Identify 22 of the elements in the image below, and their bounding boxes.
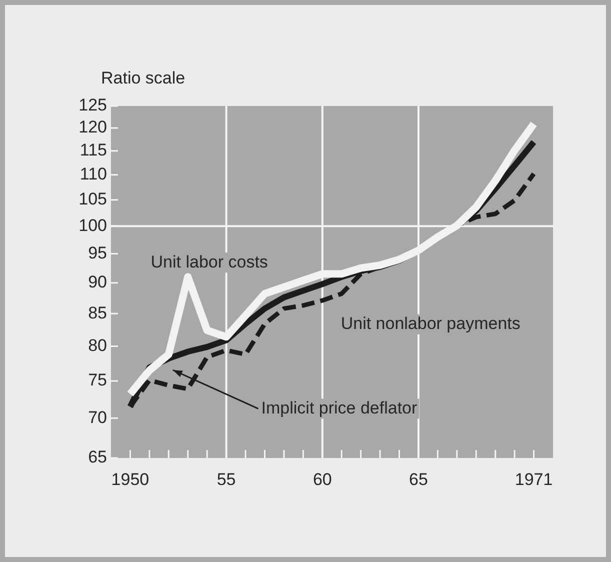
series-label: Unit labor costs xyxy=(150,252,268,272)
y-tick-label: 115 xyxy=(80,140,107,160)
y-tick-label: 100 xyxy=(78,216,107,235)
y-tick-label: 85 xyxy=(88,303,107,322)
y-tick-label: 95 xyxy=(88,243,107,262)
y-tick-label: 125 xyxy=(78,96,107,115)
y-tick-label: 65 xyxy=(88,448,107,467)
x-tick-label: 65 xyxy=(409,470,428,489)
y-axis-title: Ratio scale xyxy=(101,68,186,88)
y-tick-label: 80 xyxy=(88,336,107,355)
y-tick-label: 110 xyxy=(80,164,107,184)
y-tick-label: 75 xyxy=(88,370,107,390)
y-tick-label: 120 xyxy=(78,118,107,137)
x-tick-label: 55 xyxy=(216,470,236,489)
x-tick-label: 1971 xyxy=(514,470,553,489)
x-tick-label: 60 xyxy=(312,470,332,489)
series-label: Unit nonlabor payments xyxy=(340,314,520,333)
y-tick-label: 90 xyxy=(88,272,107,292)
y-tick-label: 70 xyxy=(88,408,107,427)
text: Implicit price deflator xyxy=(261,398,418,418)
x-tick-label: 1950 xyxy=(111,470,150,489)
y-tick-label: 105 xyxy=(78,190,107,209)
